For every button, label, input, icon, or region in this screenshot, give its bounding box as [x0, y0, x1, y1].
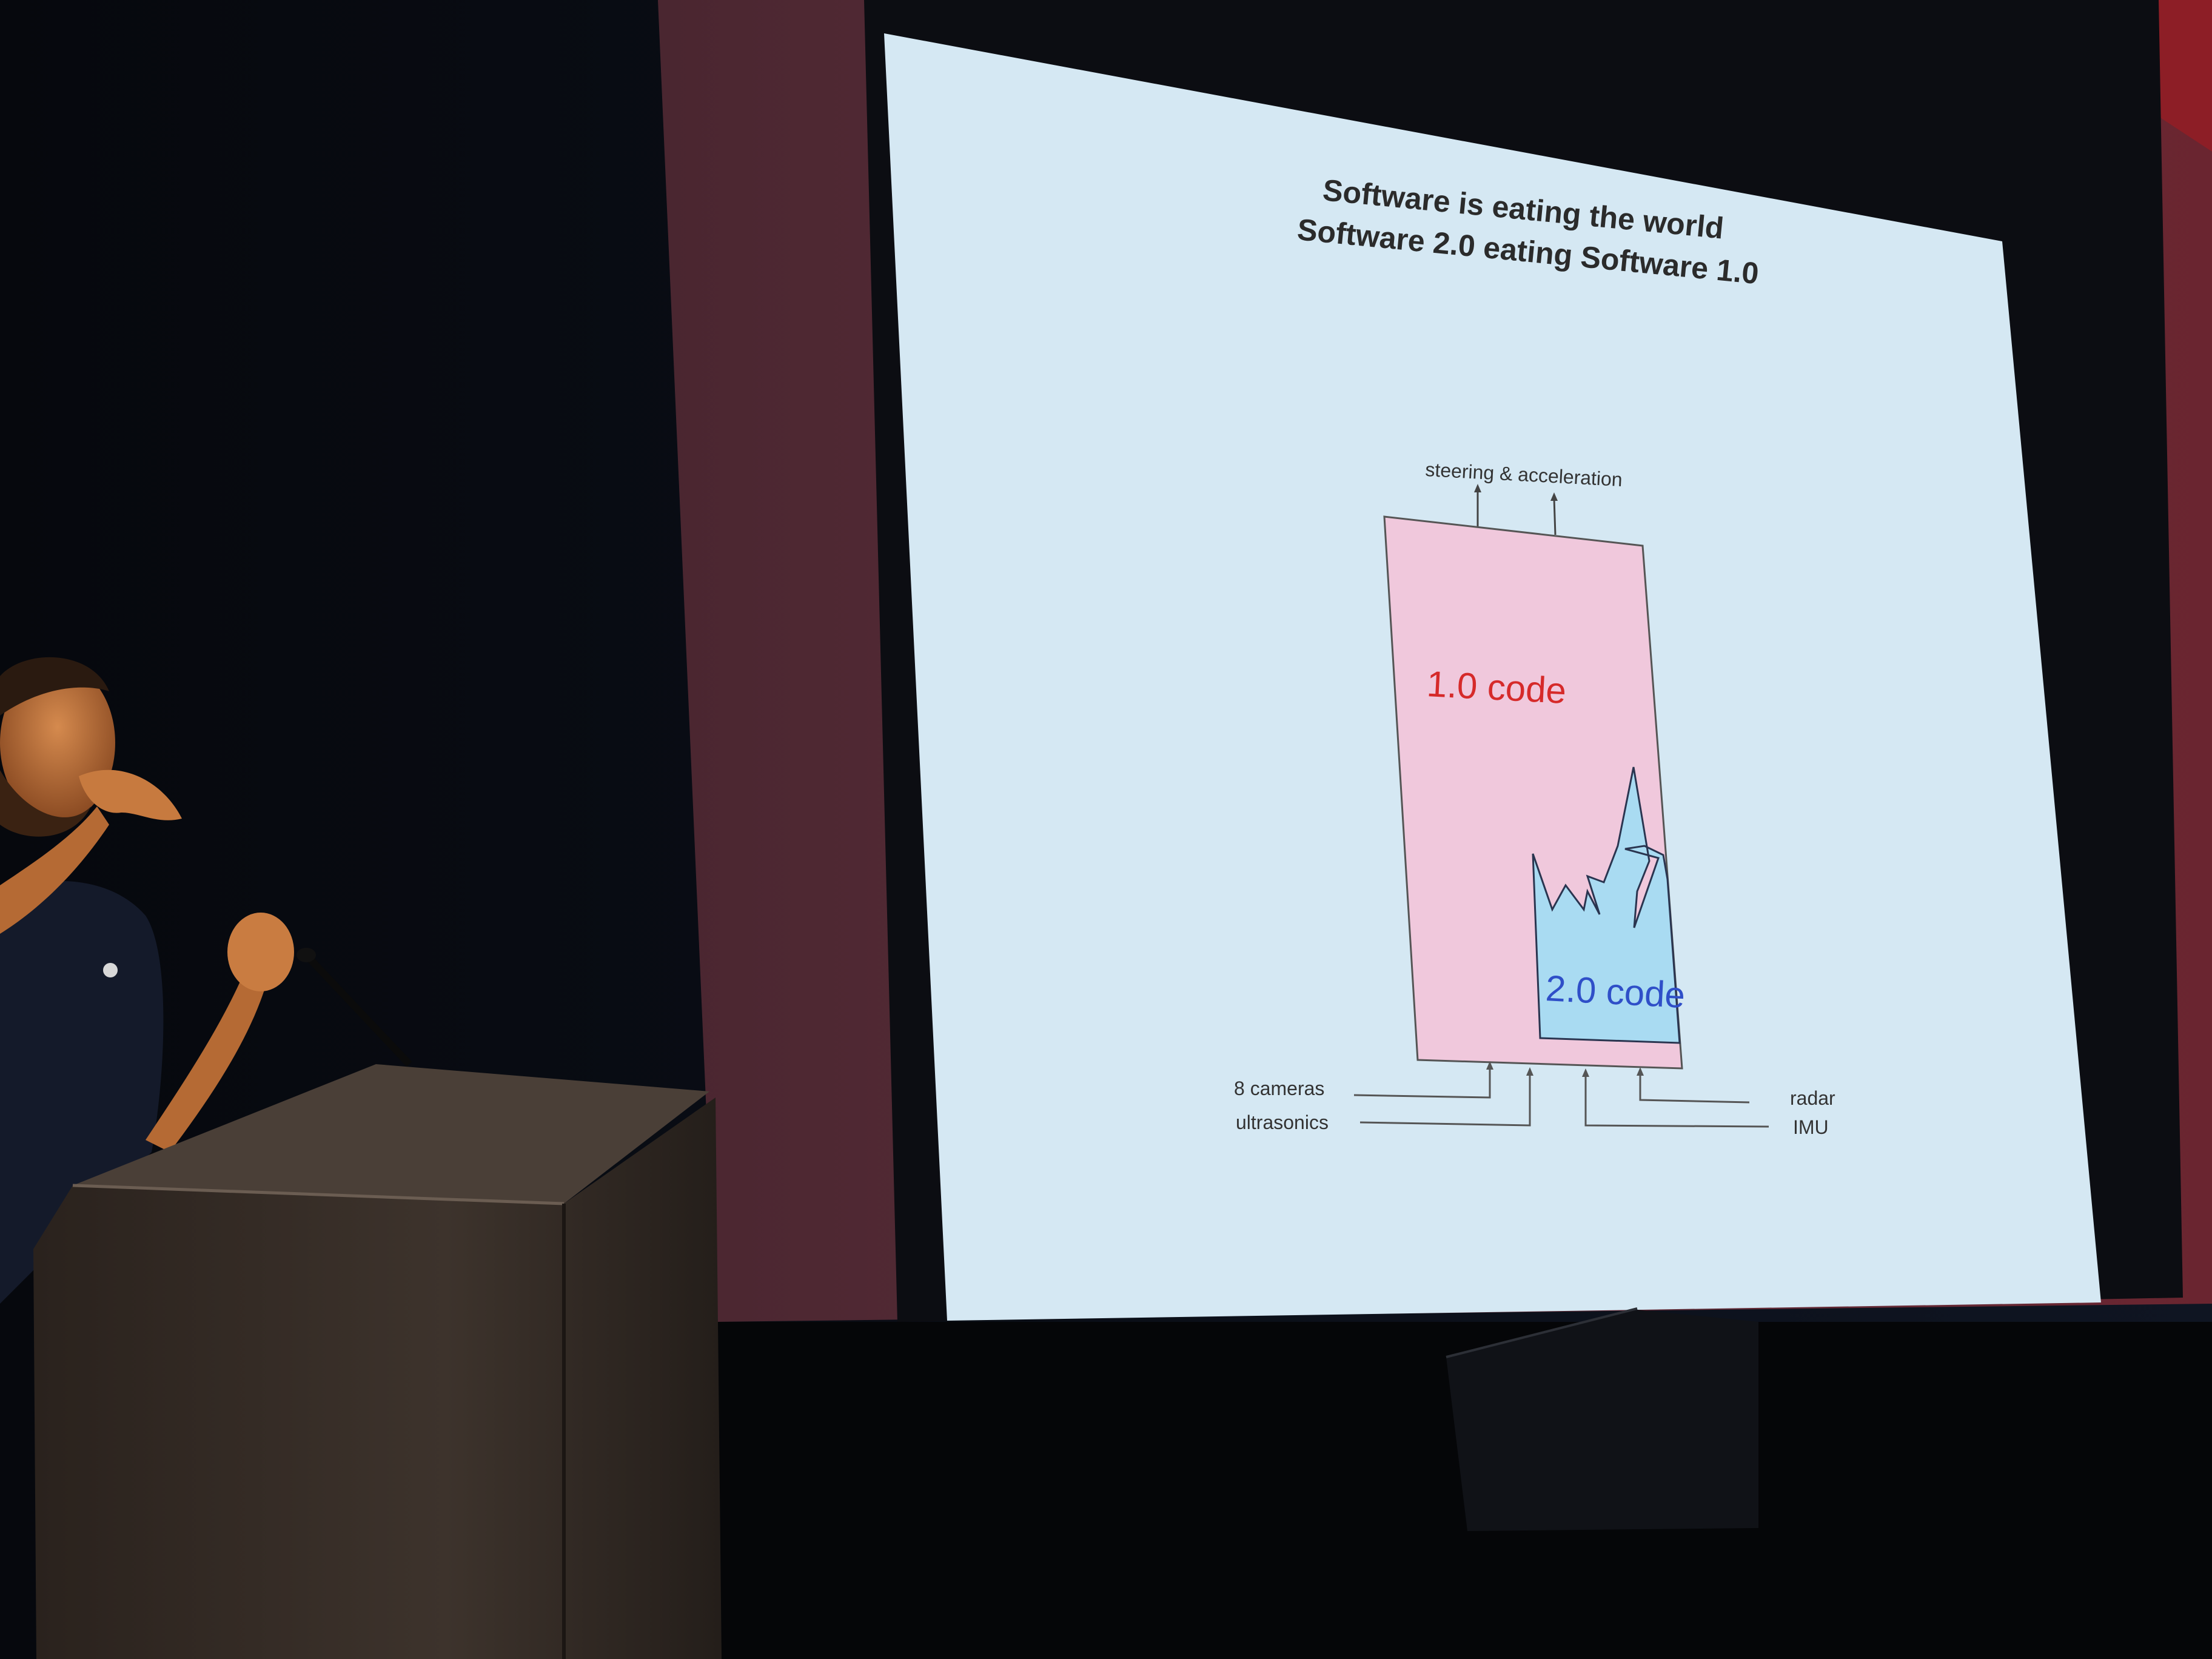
- podium-edge: [72, 1184, 565, 1205]
- input-label-radar: radar: [1790, 1087, 1835, 1109]
- speaker-shirt-logo: [103, 963, 118, 977]
- cameras-input-arrowhead: [1486, 1061, 1493, 1070]
- speaker-hair: [0, 657, 109, 716]
- software-1-label: 1.0 code: [1426, 663, 1567, 711]
- input-label-cameras: 8 cameras: [1234, 1078, 1324, 1099]
- radar-input-line: [1639, 1072, 1750, 1104]
- software-2-label: 2.0 code: [1544, 968, 1686, 1016]
- software-2-region: [1532, 766, 1681, 1044]
- podium-top: [73, 1064, 709, 1204]
- imu-input-line: [1584, 1073, 1769, 1128]
- radar-input-arrowhead: [1637, 1067, 1644, 1076]
- ultrasonics-input-line: [1359, 1072, 1531, 1127]
- imu-input-arrowhead: [1582, 1068, 1589, 1077]
- output-arrow-2: [1553, 498, 1557, 535]
- output-arrow-1-head: [1474, 484, 1481, 492]
- speaker-torso: [0, 880, 164, 1304]
- projector-edge: [1446, 1307, 1638, 1358]
- speaker: [0, 657, 294, 1304]
- output-arrow-2-head: [1550, 492, 1558, 501]
- microphone-stem: [303, 952, 412, 1067]
- projector-stand: [1446, 1310, 1758, 1531]
- speaker-beard: [0, 770, 91, 837]
- microphone-head: [297, 948, 316, 962]
- input-label-imu: IMU: [1793, 1116, 1829, 1138]
- speaker-raised-hand: [79, 769, 182, 820]
- ultrasonics-input-arrowhead: [1526, 1067, 1533, 1076]
- speaker-fist: [227, 913, 294, 991]
- speaker-right-arm: [146, 976, 267, 1152]
- cameras-input-line: [1353, 1066, 1491, 1099]
- podium-front: [33, 1098, 722, 1659]
- input-label-ultrasonics: ultrasonics: [1236, 1111, 1329, 1133]
- speaker-left-arm: [0, 806, 109, 934]
